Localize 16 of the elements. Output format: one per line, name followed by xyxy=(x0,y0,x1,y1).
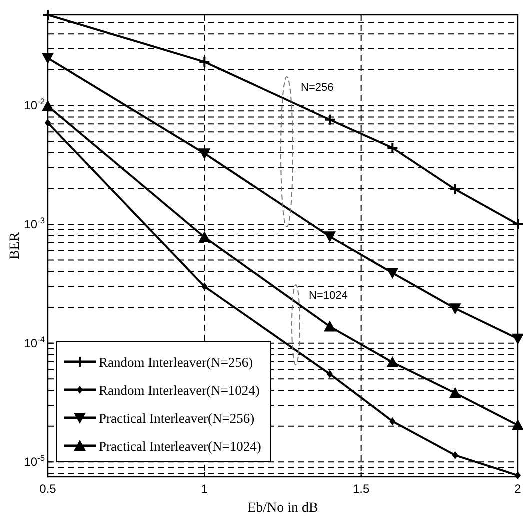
x-axis-title: Eb/No in dB xyxy=(248,501,318,516)
y-tick-label: 10$^{-2}$ xyxy=(24,96,46,113)
annotation: N=256 xyxy=(301,82,334,94)
y-tick-label: 10$^{-4}$ xyxy=(24,334,46,350)
x-tick-label: 1 xyxy=(201,482,208,496)
legend-label: Random Interleaver(N=1024) xyxy=(99,383,260,398)
legend-label: Practical Interleaver(N=256) xyxy=(99,411,255,426)
y-tick-label: 10$^{-5}$ xyxy=(24,453,46,470)
annotation: N=1024 xyxy=(309,290,348,302)
y-tick-label: 10$^{-3}$ xyxy=(24,216,46,232)
legend-label: Random Interleaver(N=256) xyxy=(99,355,254,370)
y-axis-title: BER xyxy=(8,232,23,260)
legend-label: Practical Interleaver(N=1024) xyxy=(99,439,262,454)
x-tick-label: 2 xyxy=(514,482,522,496)
x-tick-label: 1.5 xyxy=(352,482,370,496)
x-tick-label: 0.5 xyxy=(40,482,57,496)
